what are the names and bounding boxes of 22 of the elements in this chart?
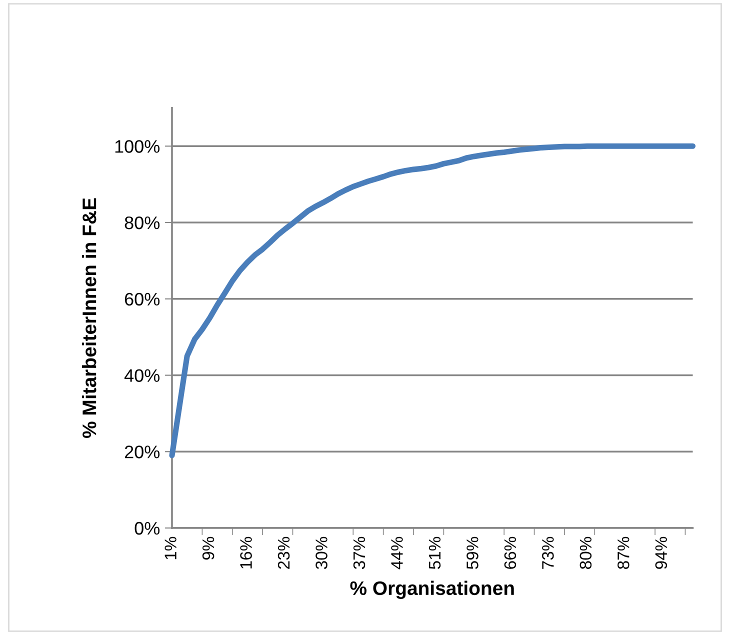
x-tick-label: 23% [278,536,290,569]
x-tick-label: 87% [618,536,630,569]
y-tick-label: 100% [115,140,160,153]
y-tick-label: 80% [124,216,160,230]
x-tick-label: 59% [466,536,478,570]
x-tick-label: 16% [240,536,252,568]
x-tick-label: 73% [542,536,554,569]
x-tick-label: 9% [202,536,214,560]
y-axis-title: % MitarbeiterInnen in F&E [82,198,96,438]
y-tick-label: 0% [134,522,160,535]
x-tick-label: 66% [504,536,516,569]
x-tick-label: 30% [316,536,328,570]
x-tick-label: 37% [353,536,366,570]
x-axis-title: % Organisationen [350,580,514,600]
y-tick-label: 40% [124,369,160,382]
x-tick-label: 44% [391,536,403,570]
x-tick-label: 94% [655,536,668,569]
x-tick-label: 80% [580,536,592,569]
x-tick-label: 1% [164,536,176,560]
x-tick-label: 51% [428,536,441,570]
y-tick-label: 60% [124,292,160,306]
y-tick-label: 20% [124,446,160,458]
